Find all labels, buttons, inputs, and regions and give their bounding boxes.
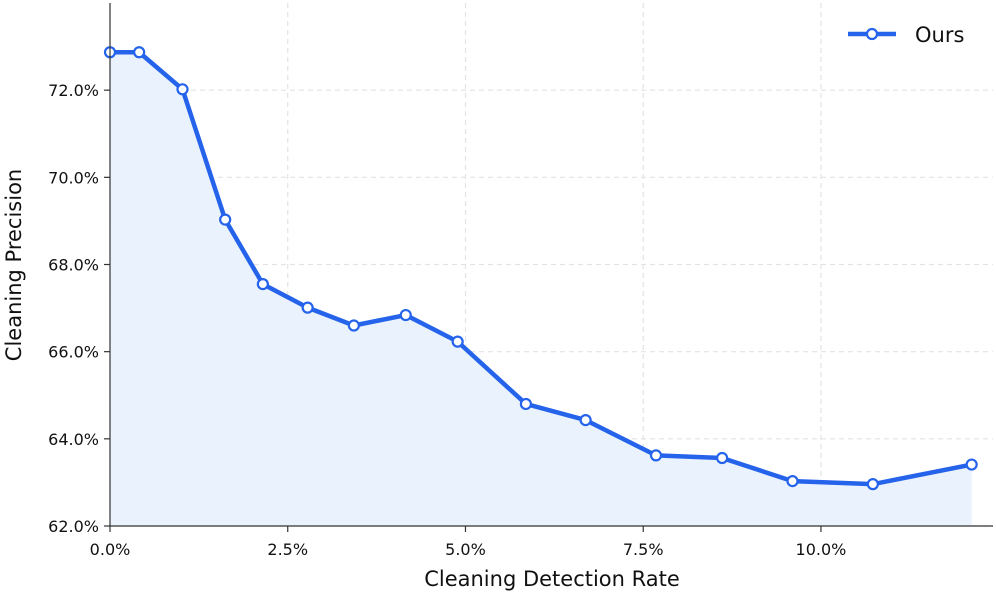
data-point [716, 451, 729, 465]
x-tick-label: 2.5% [267, 540, 308, 559]
x-tick-label: 0.0% [90, 540, 131, 559]
data-point [579, 413, 592, 427]
x-tick-label: 7.5% [623, 540, 664, 559]
x-axis-title: Cleaning Detection Rate [424, 567, 680, 591]
series-line [110, 49, 973, 487]
x-axis-ticks: 0.0% 2.5% 5.0% 7.5% 10.0% [90, 526, 847, 559]
x-tick-label: 10.0% [796, 540, 847, 559]
data-point [866, 478, 879, 491]
x-tick-label: 5.0% [445, 540, 486, 559]
y-axis-title: Cleaning Precision [2, 169, 26, 361]
y-tick-label: 70.0% [48, 168, 99, 187]
y-tick-label: 68.0% [48, 256, 99, 275]
series-area-fill [110, 52, 972, 526]
y-tick-label: 66.0% [48, 343, 99, 362]
legend-marker-swatch [865, 27, 879, 41]
data-point [451, 335, 464, 348]
data-point [399, 308, 412, 322]
data-point [256, 278, 269, 291]
y-tick-label: 64.0% [48, 430, 99, 449]
legend: Ours [848, 23, 964, 47]
data-point [519, 397, 533, 411]
y-tick-label: 72.0% [48, 81, 99, 100]
data-point [786, 475, 799, 488]
y-tick-label: 62.0% [48, 517, 99, 536]
data-point [301, 301, 314, 314]
data-point [133, 46, 146, 59]
y-axis-ticks: 62.0% 64.0% 66.0% 68.0% 70.0% 72.0% [48, 81, 110, 536]
data-point [649, 449, 663, 462]
data-point [219, 213, 232, 226]
data-point [176, 83, 189, 96]
data-point [347, 319, 360, 332]
legend-label: Ours [915, 23, 964, 47]
data-point [965, 458, 978, 471]
